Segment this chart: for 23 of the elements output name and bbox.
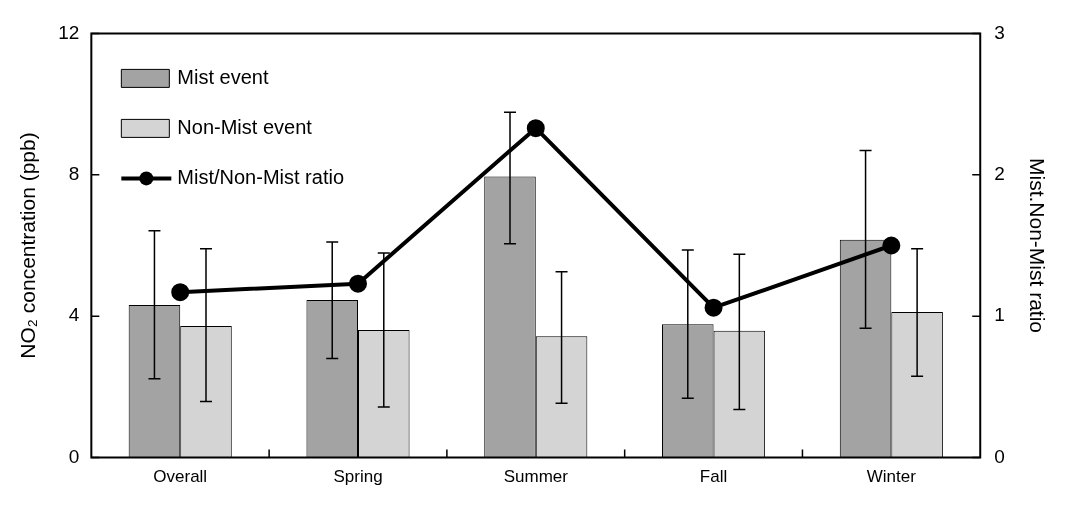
y2-axis-title: Mist.Non-Mist ratio [1025,157,1049,334]
y2-tick-label: 1 [994,304,1005,326]
x-tick-label: Spring [333,467,383,487]
point [704,298,723,317]
point [526,119,545,138]
y2-tick-label: 3 [994,21,1005,43]
y-tick-label: 8 [68,163,80,185]
point [882,236,901,255]
y-tick-label: 4 [68,304,80,326]
y-tick-label: 0 [68,445,80,467]
legend-label: Mist/Non-Mist ratio [177,165,345,188]
y2-tick-label: 2 [994,163,1005,185]
y-tick-label: 12 [58,21,80,43]
x-tick-label: Summer [503,467,569,487]
x-tick-label: Winter [866,467,917,487]
y-axis-title: NO₂ concentration (ppb) [16,132,40,359]
x-tick-label: Overall [153,467,208,487]
legend-label: Mist event [177,65,269,88]
point [349,274,367,293]
x-tick-label: Fall [699,467,728,487]
y2-tick-label: 0 [994,445,1005,467]
legend-label: Non-Mist event [177,115,313,138]
point [171,283,190,302]
